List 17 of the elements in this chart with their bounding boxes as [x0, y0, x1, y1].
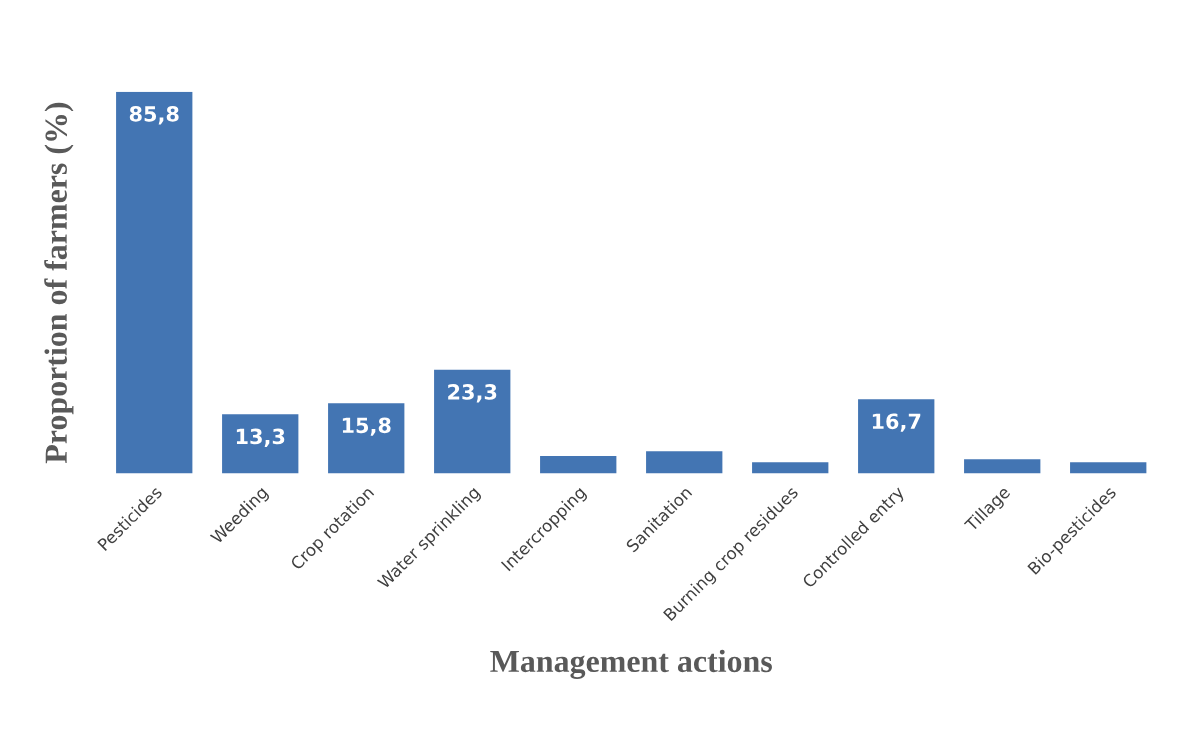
bar [222, 414, 299, 474]
bar [752, 462, 829, 474]
bar [540, 456, 617, 474]
data-label: 13,3 [236, 428, 285, 447]
bar [1070, 462, 1147, 474]
bar [858, 399, 935, 474]
y-axis-title: Proportion of farmers (%) [44, 102, 74, 464]
bar [116, 91, 193, 474]
x-axis-title: Management actions [490, 649, 772, 679]
bar [646, 451, 723, 474]
data-label: 15,8 [342, 417, 391, 436]
data-label: 23,3 [448, 384, 497, 403]
bar [964, 459, 1041, 474]
bar [434, 369, 511, 474]
data-label: 85,8 [129, 106, 179, 125]
bar [328, 403, 405, 474]
data-label: 16,7 [872, 413, 921, 432]
